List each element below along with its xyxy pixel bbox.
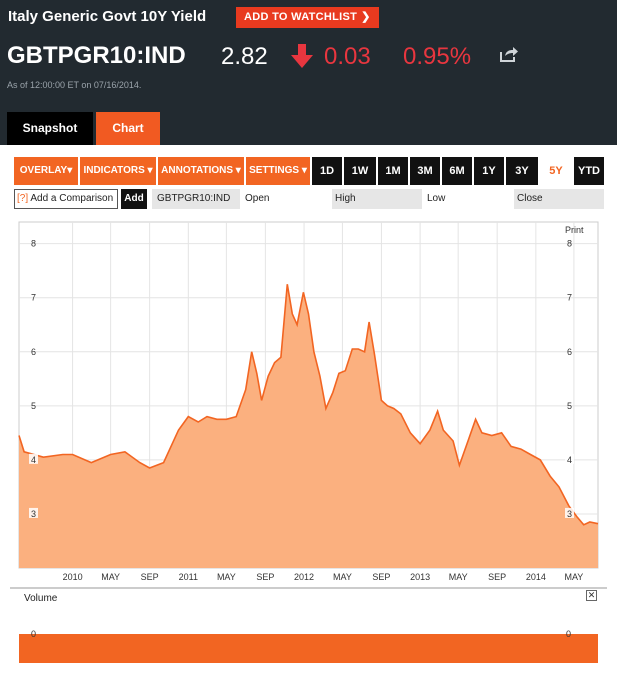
range-3y-button[interactable]: 3Y — [506, 157, 538, 185]
tab-snapshot[interactable]: Snapshot — [7, 112, 93, 145]
indicators-menu[interactable]: INDICATORS ▾ — [80, 157, 156, 185]
x-tick-label: SEP — [372, 572, 390, 582]
y-tick-label-left: 5 — [31, 401, 36, 411]
y-tick-label-left: 8 — [31, 239, 36, 249]
yield-line — [18, 284, 599, 526]
print-link[interactable]: Print — [565, 225, 584, 235]
y-tick-label-left: 4 — [31, 455, 36, 465]
x-tick-label: MAY — [333, 572, 352, 582]
x-tick-label: 2011 — [179, 572, 198, 582]
y-tick-label-right: 6 — [567, 347, 572, 357]
x-tick-label: MAY — [101, 572, 120, 582]
x-tick-label: 2010 — [63, 572, 83, 582]
x-tick-label: SEP — [141, 572, 159, 582]
open-label: Open — [245, 193, 270, 204]
x-tick-label: 2013 — [410, 572, 430, 582]
yield-area — [19, 284, 598, 568]
overlay-menu[interactable]: OVERLAY▾ — [14, 157, 78, 185]
price-change: 0.03 — [324, 43, 371, 70]
chevron-right-icon: ❯ — [361, 11, 371, 23]
y-label-backdrop — [565, 507, 574, 518]
add-comparison-button[interactable]: Add — [121, 189, 147, 209]
down-arrow-icon — [291, 44, 313, 68]
y-tick-label-left: 3 — [31, 509, 36, 519]
comparison-input[interactable]: [?] Add a Comparison — [14, 189, 118, 209]
close-icon[interactable]: ✕ — [586, 590, 597, 601]
range-1y-button[interactable]: 1Y — [474, 157, 504, 185]
low-label: Low — [427, 193, 446, 204]
series-ticker: GBTPGR10:IND — [152, 189, 240, 209]
high-label: High — [332, 189, 422, 209]
ticker-symbol: GBTPGR10:IND — [7, 42, 186, 69]
quote-header: Italy Generic Govt 10Y Yield ADD TO WATC… — [0, 0, 617, 145]
share-icon[interactable] — [500, 46, 518, 62]
volume-zero-left: 0 — [31, 629, 36, 639]
y-tick-label-right: 5 — [567, 401, 572, 411]
range-3m-button[interactable]: 3M — [410, 157, 440, 185]
y-tick-label-right: 3 — [567, 509, 572, 519]
volume-bars — [19, 634, 598, 663]
x-tick-label: SEP — [256, 572, 274, 582]
x-tick-label: MAY — [564, 572, 583, 582]
y-label-backdrop — [29, 507, 38, 518]
range-ytd-button[interactable]: YTD — [574, 157, 604, 185]
y-tick-label-right: 8 — [567, 239, 572, 249]
range-1m-button[interactable]: 1M — [378, 157, 408, 185]
range-1w-button[interactable]: 1W — [344, 157, 376, 185]
y-tick-label-right: 7 — [567, 293, 572, 303]
x-tick-label: 2012 — [294, 572, 314, 582]
close-label: Close — [514, 189, 604, 209]
x-tick-label: MAY — [217, 572, 236, 582]
y-tick-label-left: 6 — [31, 347, 36, 357]
range-6m-button[interactable]: 6M — [442, 157, 472, 185]
volume-zero-right: 0 — [566, 629, 571, 639]
last-price: 2.82 — [221, 43, 268, 70]
tab-chart[interactable]: Chart — [96, 112, 160, 145]
comparison-placeholder: Add a Comparison — [30, 193, 114, 204]
x-tick-label: MAY — [449, 572, 468, 582]
price-chart[interactable]: 2010 MAY SEP 2011 MAY SEP 2012 MAY SEP 2013 MAY SEP… — [0, 215, 617, 675]
range-1d-button[interactable]: 1D — [312, 157, 342, 185]
add-to-watchlist-button[interactable]: ADD TO WATCHLIST ❯ — [236, 7, 379, 28]
security-title: Italy Generic Govt 10Y Yield — [8, 8, 207, 25]
y-tick-label-left: 7 — [31, 293, 36, 303]
x-tick-label: 2014 — [526, 572, 546, 582]
annotations-menu[interactable]: ANNOTATIONS ▾ — [158, 157, 244, 185]
watchlist-label: ADD TO WATCHLIST — [244, 11, 358, 23]
y-tick-label-right: 4 — [567, 455, 572, 465]
help-icon[interactable]: [?] — [17, 193, 29, 204]
as-of-timestamp: As of 12:00:00 ET on 07/16/2014. — [7, 80, 142, 90]
percent-change: 0.95% — [403, 43, 472, 70]
y-label-backdrop — [29, 453, 38, 464]
x-tick-label: SEP — [488, 572, 506, 582]
volume-label: Volume — [24, 593, 58, 604]
y-label-backdrop — [565, 453, 574, 464]
range-5y-button[interactable]: 5Y — [540, 157, 572, 185]
settings-menu[interactable]: SETTINGS ▾ — [246, 157, 310, 185]
